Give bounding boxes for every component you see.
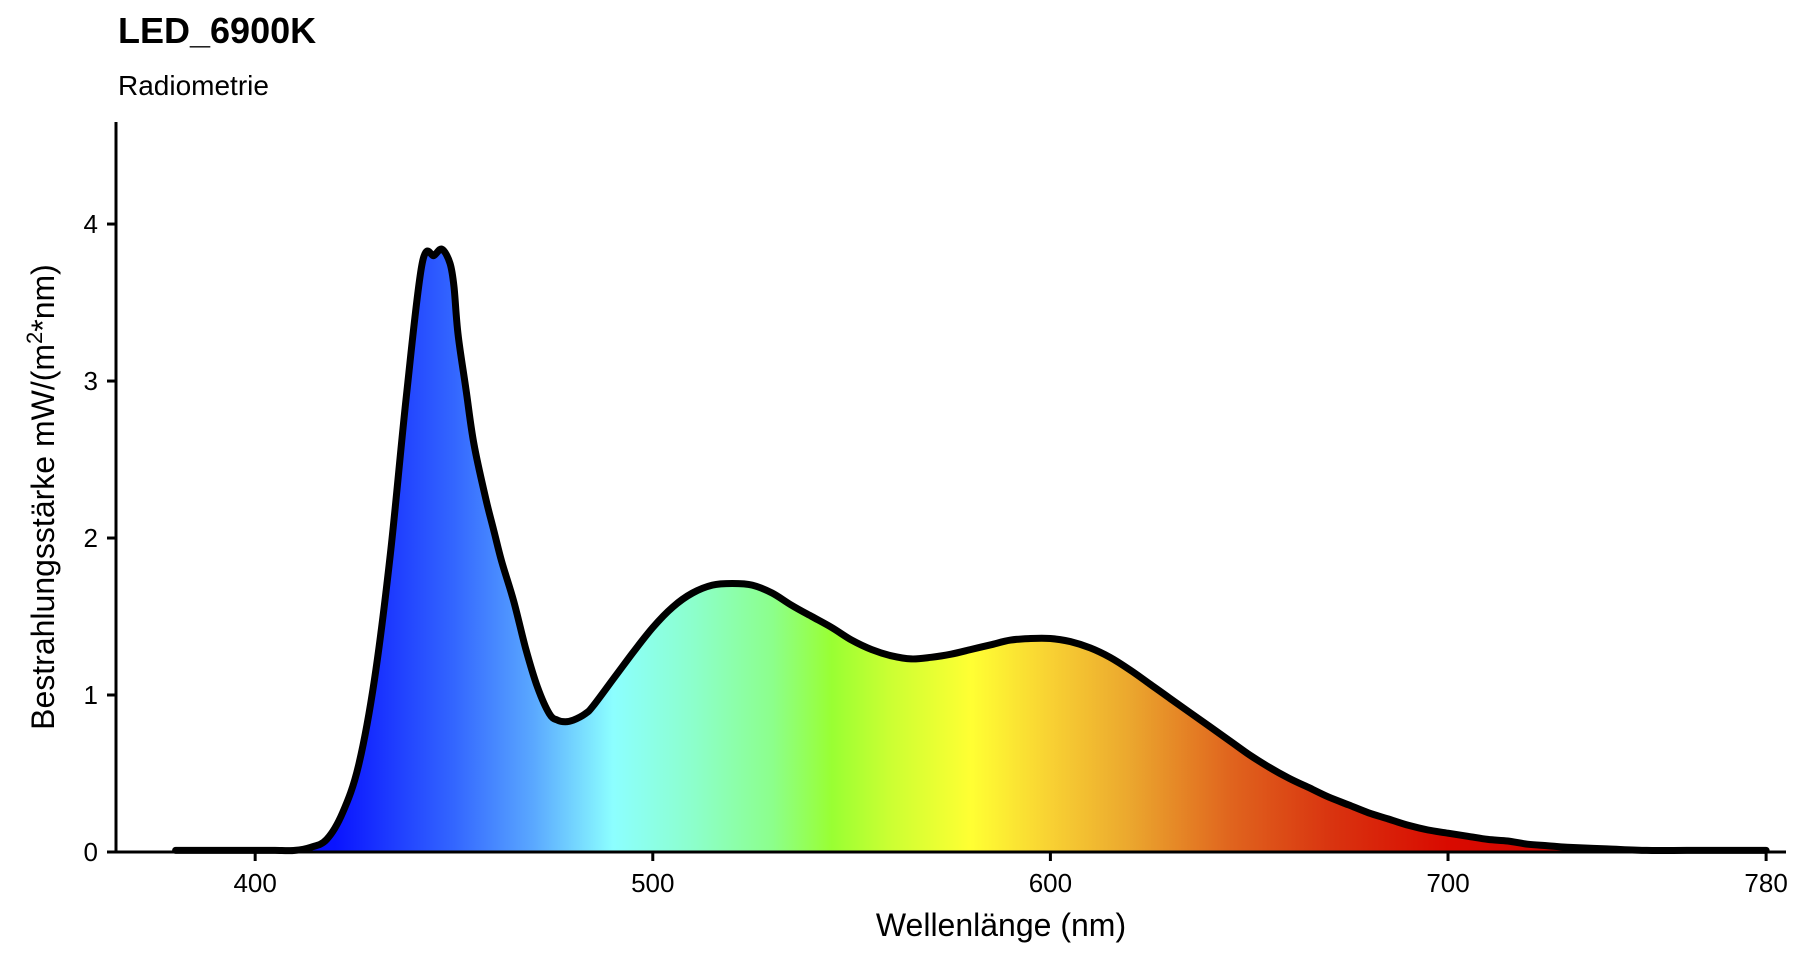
y-axis-title-superscript: 2 <box>22 332 47 344</box>
y-tick-label: 1 <box>84 680 98 710</box>
y-tick-label: 4 <box>84 209 98 239</box>
axes <box>107 122 1786 861</box>
spectrum-line-layer <box>172 245 1770 855</box>
spectrum-area-layer <box>175 248 1767 853</box>
x-tick-label: 500 <box>631 868 674 898</box>
chart-title: LED_6900K <box>118 10 317 51</box>
y-axis-title-main: Bestrahlungsstärke mW/(m <box>25 344 61 730</box>
y-tick-label: 3 <box>84 366 98 396</box>
x-axis-title: Wellenlänge (nm) <box>876 907 1126 943</box>
y-tick-label: 0 <box>84 837 98 867</box>
x-tick-label: 400 <box>233 868 276 898</box>
tick-labels: 400 500 600 700 780 0 1 2 3 4 <box>84 209 1788 898</box>
y-axis-title: Bestrahlungsstärke mW/(m2*nm) <box>22 264 62 730</box>
x-tick-label: 780 <box>1744 868 1787 898</box>
spectrum-area <box>175 248 1767 853</box>
y-axis-title-tail: *nm) <box>25 264 61 332</box>
y-tick-label: 2 <box>84 523 98 553</box>
x-tick-label: 600 <box>1029 868 1072 898</box>
chart-subtitle: Radiometrie <box>118 70 269 101</box>
x-tick-label: 700 <box>1426 868 1469 898</box>
spectrum-line <box>172 245 1770 855</box>
